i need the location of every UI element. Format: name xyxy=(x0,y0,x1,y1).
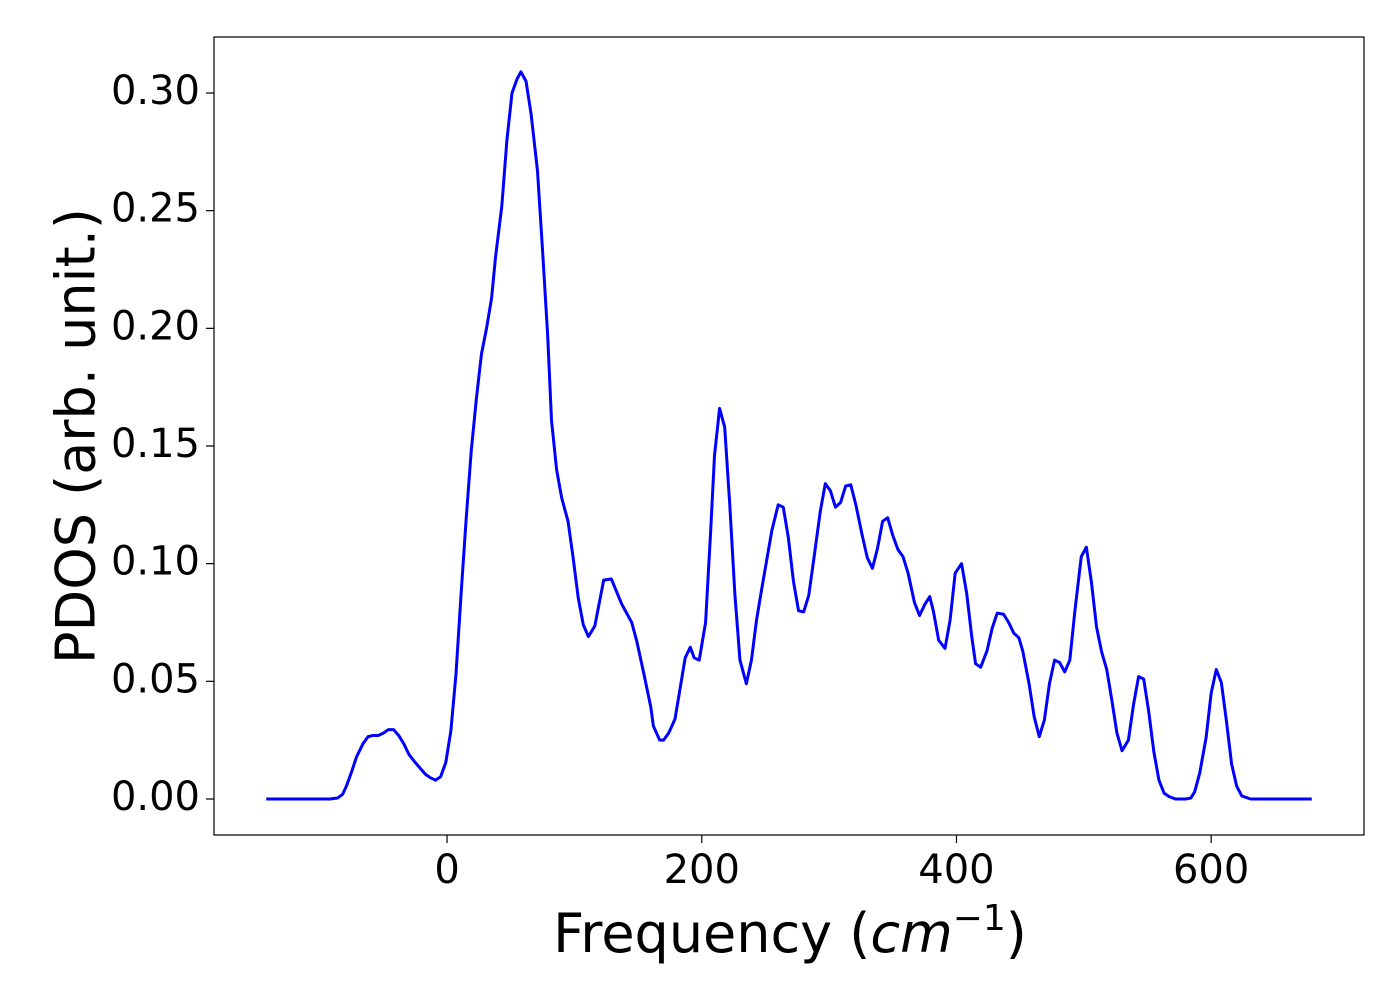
x-label-sup: −1 xyxy=(953,898,1006,939)
x-label-text: Frequency ( xyxy=(553,902,870,965)
x-tick-label: 0 xyxy=(434,847,459,893)
x-tick-label: 400 xyxy=(918,847,994,893)
data-line xyxy=(266,70,1312,801)
x-axis-label: Frequency (cm−1) xyxy=(553,898,1027,965)
y-tick-label: 0.30 xyxy=(111,68,200,114)
y-tick-label: 0.05 xyxy=(111,656,200,702)
x-label-close: ) xyxy=(1006,902,1027,965)
x-tick-label: 600 xyxy=(1173,847,1249,893)
y-tick-label: 0.10 xyxy=(111,539,200,585)
plot-frame xyxy=(213,36,1365,836)
x-label-math: cm xyxy=(870,902,952,965)
y-tick-label: 0.20 xyxy=(111,303,200,349)
y-tick-label: 0.15 xyxy=(111,421,200,467)
x-tick-label: 200 xyxy=(664,847,740,893)
y-tick-label: 0.25 xyxy=(111,186,200,232)
y-tick-label: 0.00 xyxy=(111,774,200,820)
y-axis-label: PDOS (arb. unit.) xyxy=(45,208,108,664)
